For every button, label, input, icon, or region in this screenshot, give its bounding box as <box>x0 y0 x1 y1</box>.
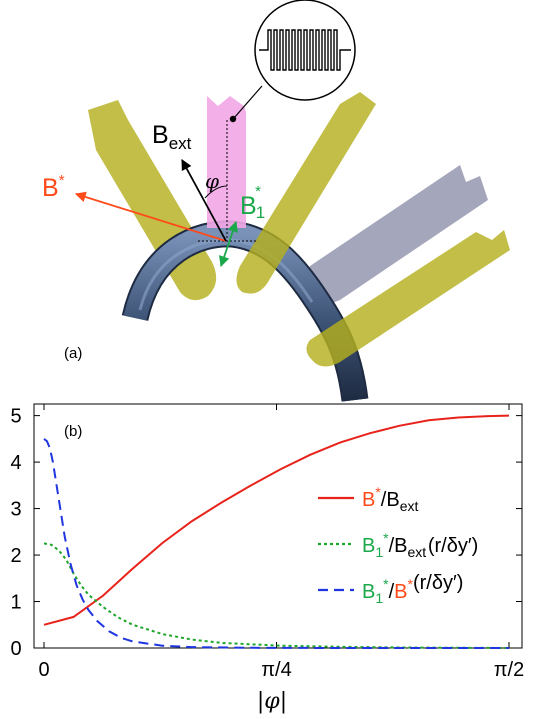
y-tick-label: 2 <box>10 545 21 567</box>
y-tick-label: 0 <box>10 638 21 660</box>
panel-a-label: (a) <box>64 345 82 362</box>
x-tick-label: π/4 <box>261 659 291 681</box>
y-tick-label: 4 <box>10 452 21 474</box>
b-ext-label: Bext <box>152 121 192 153</box>
b1-arrow <box>219 220 238 268</box>
x-axis-label: |φ| <box>257 689 287 714</box>
series-line-2 <box>43 438 509 649</box>
b1-label: B1* <box>240 183 265 222</box>
b-star-arrow <box>74 191 227 242</box>
y-tick-label: 3 <box>10 499 21 521</box>
plot-frame <box>33 403 523 649</box>
phi-label: φ <box>205 169 219 193</box>
microwave-pulse-icon <box>259 29 351 71</box>
gate-grey <box>307 165 488 303</box>
panel-a: Bext φ B* B1* (a) <box>42 0 510 402</box>
series-line-0 <box>43 414 510 626</box>
legend-label-2: B1*/B*(r/δy′) <box>362 572 463 606</box>
legend-label-1: B1*/Bext (r/δy′) <box>362 530 478 560</box>
panel-b-label: (b) <box>64 423 82 440</box>
x-tick-label: 0 <box>38 659 49 681</box>
gate-middle <box>236 92 376 294</box>
b-ext-arrow <box>181 159 227 242</box>
y-tick-label: 5 <box>10 406 21 428</box>
signal-inset <box>229 0 356 123</box>
y-tick-label: 1 <box>10 592 21 614</box>
series-line-1 <box>43 542 510 649</box>
panel-b-chart: 0 1 2 3 4 5 0 π/4 π/2 (b) |φ| B*/Bext B1*/Bext … <box>10 403 524 714</box>
legend-label-0: B*/Bext <box>362 484 418 514</box>
gate-right <box>306 230 510 367</box>
x-tick-label: π/2 <box>494 659 524 681</box>
b-star-label: B* <box>42 172 65 202</box>
